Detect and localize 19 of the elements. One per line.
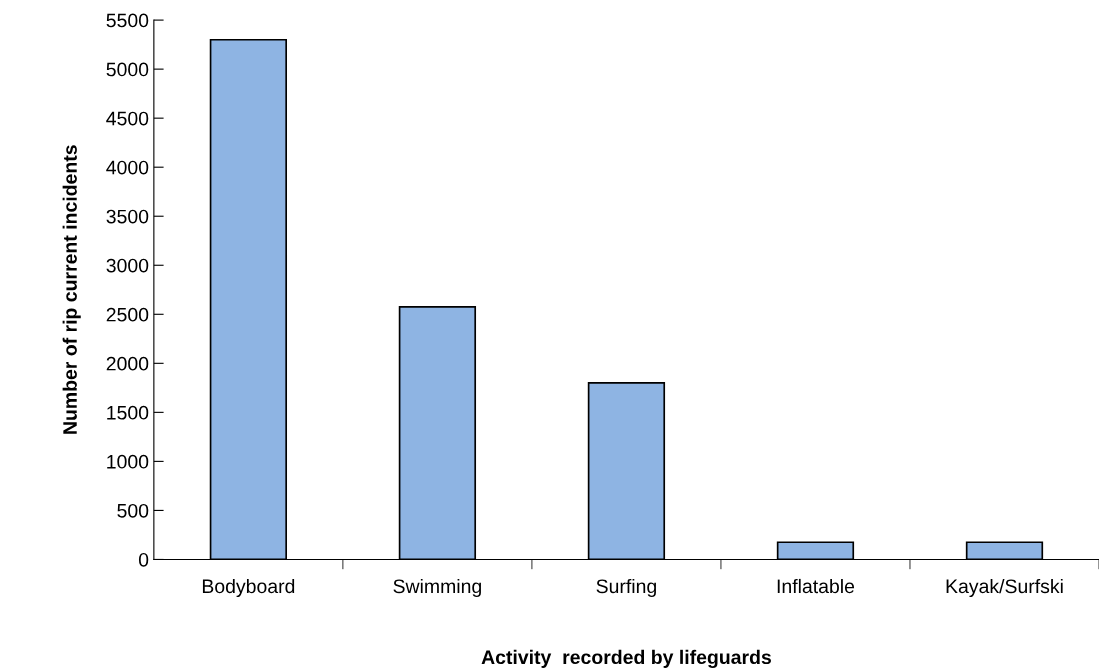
x-axis-title: Activity recorded by lifeguards	[481, 649, 771, 669]
y-tick-label: 3000	[106, 258, 149, 273]
y-tick-label: 0	[138, 552, 149, 567]
y-tick-label: 4500	[106, 111, 149, 126]
y-tick-label: 4000	[106, 160, 149, 175]
y-axis-title: Number of rip current incidents	[62, 145, 81, 434]
y-tick-label: 5500	[106, 13, 149, 28]
y-tick-label: 2000	[106, 356, 149, 371]
x-tick-label: Inflatable	[777, 578, 855, 594]
x-tick-label: Kayak/Surfski	[946, 578, 1063, 598]
y-tick-label: 500	[117, 503, 149, 518]
y-tick-label: 1500	[107, 405, 149, 420]
y-tick-label: 1000	[107, 454, 149, 469]
y-tick-label: 5000	[106, 62, 149, 77]
y-tick-label: 3500	[106, 209, 149, 224]
x-tick-label: Surfing	[596, 578, 656, 598]
y-tick-label: 2500	[106, 307, 149, 322]
x-tick-label: Bodyboard	[202, 578, 295, 598]
x-tick-label: Swimming	[393, 578, 481, 598]
